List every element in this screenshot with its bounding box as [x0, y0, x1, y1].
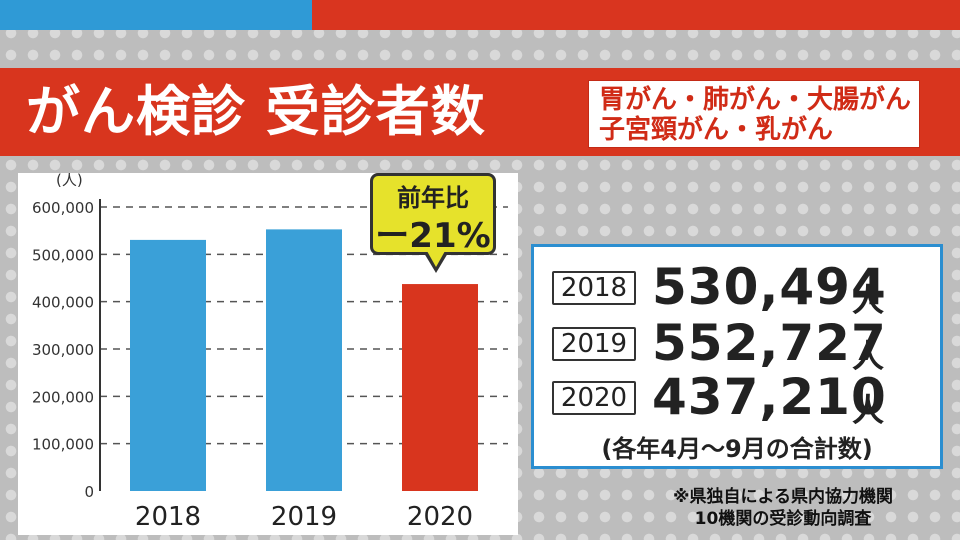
callout-label: 前年比	[397, 184, 469, 212]
subtitle-line-1: 胃がん・肺がん・大腸がん	[599, 85, 912, 115]
y-tick-label: 0	[84, 483, 94, 501]
footnote-line-2: 10機関の受診動向調査	[694, 509, 872, 529]
stat-row-2020: 2020 437,210 人	[552, 369, 932, 429]
callout-value: ー21%	[375, 216, 491, 256]
y-axis-label: (人)	[56, 173, 83, 189]
y-tick-label: 600,000	[32, 199, 94, 217]
stat-unit: 人	[852, 391, 885, 429]
subtitle-line-2: 子宮頸がん・乳がん	[599, 115, 834, 145]
year-badge: 2018	[552, 271, 636, 305]
stat-unit: 人	[852, 337, 885, 375]
page-title: がん検診 受診者数	[26, 80, 486, 143]
year-badge: 2019	[552, 327, 636, 361]
stat-row-2019: 2019 552,727 人	[552, 315, 932, 375]
x-tick-label: 2020	[407, 502, 473, 532]
top-bar-red	[312, 0, 960, 30]
x-tick-label: 2018	[135, 502, 201, 532]
stat-row-2018: 2018 530,494 人	[552, 259, 932, 319]
stats-panel: 2018 530,494 人 2019 552,727 人 2020 437,2…	[531, 244, 943, 469]
top-bar	[0, 0, 960, 30]
stat-value: 437,210	[652, 368, 887, 426]
bar-chart: 0 100,000 200,000 300,000 400,000 500,000 600,…	[32, 173, 508, 532]
bar-2019	[266, 229, 342, 491]
stat-value: 552,727	[652, 314, 887, 372]
footnote-line-1: ※県独自による県内協力機関	[672, 487, 894, 507]
stat-value: 530,494	[652, 258, 887, 316]
y-tick-label: 200,000	[32, 388, 94, 406]
year-badge: 2020	[552, 381, 636, 415]
subtitle-box: 胃がん・肺がん・大腸がん 子宮頸がん・乳がん	[588, 80, 920, 148]
y-tick-label: 500,000	[32, 246, 94, 264]
source-footnote: ※県独自による県内協力機関 10機関の受診動向調査	[620, 486, 946, 530]
y-tick-label: 300,000	[32, 341, 94, 359]
y-tick-label: 100,000	[32, 436, 94, 454]
stats-note: (各年4月～9月の合計数)	[601, 435, 873, 463]
stat-unit: 人	[852, 281, 885, 319]
bar-2020	[402, 284, 478, 491]
bar-2018	[130, 239, 206, 491]
x-tick-label: 2019	[271, 502, 337, 532]
y-tick-label: 400,000	[32, 294, 94, 312]
top-bar-blue	[0, 0, 312, 30]
callout-tail-fill	[427, 251, 445, 267]
